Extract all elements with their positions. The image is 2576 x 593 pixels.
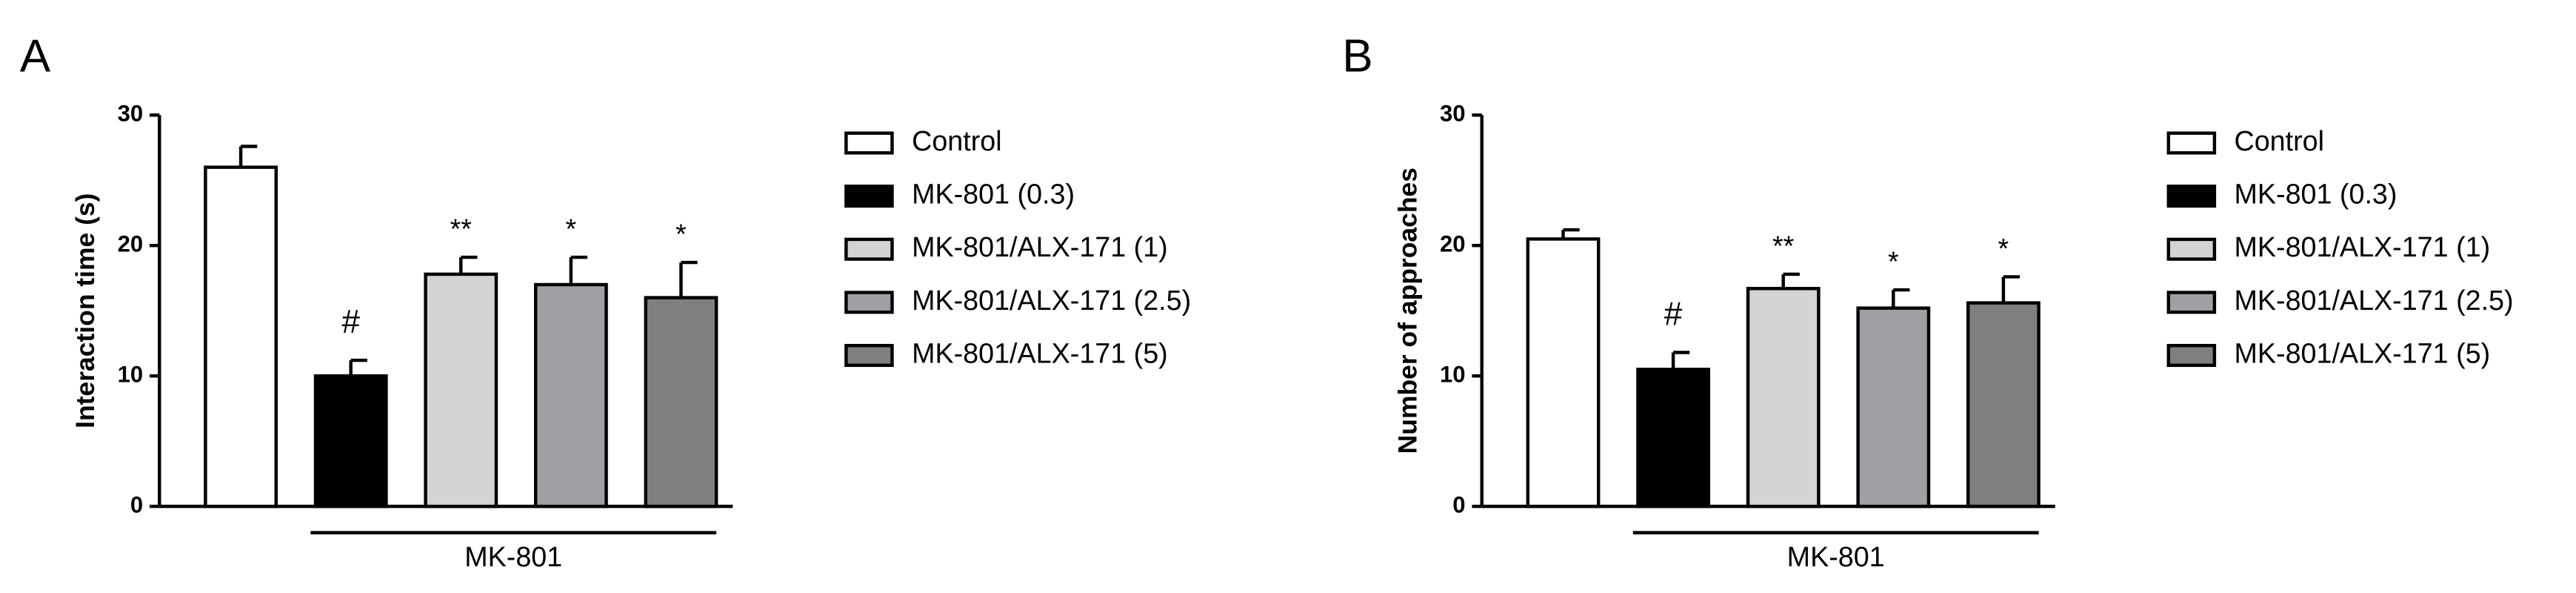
legend-label: MK-801/ALX-171 (2.5) — [912, 285, 1191, 316]
significance-label: # — [341, 304, 360, 340]
legend-swatch — [2166, 131, 2217, 155]
bar — [204, 165, 278, 508]
y-axis-label: Number of approaches — [1393, 168, 1423, 454]
bar — [1856, 306, 1931, 508]
y-tick-label: 20 — [1440, 231, 1466, 256]
y-tick-label: 10 — [118, 361, 144, 387]
legend-label: MK-801/ALX-171 (5) — [2235, 337, 2491, 368]
bar — [533, 282, 608, 508]
legend-swatch — [2166, 237, 2217, 261]
significance-label: * — [566, 213, 577, 245]
panel-label: B — [1342, 30, 1372, 82]
y-tick-label: 0 — [130, 491, 143, 517]
significance-label: # — [1664, 296, 1683, 332]
y-tick-label: 20 — [118, 231, 144, 256]
legend-swatch — [2166, 291, 2217, 314]
legend-swatch — [844, 343, 894, 368]
y-tick-label: 30 — [118, 100, 144, 126]
panel-label: A — [20, 30, 51, 82]
legend-label: MK-801/ALX-171 (1) — [2235, 231, 2491, 262]
bar — [1636, 368, 1711, 508]
legend-label: MK-801 (0.3) — [912, 179, 1075, 210]
legend-label: MK-801/ALX-171 (2.5) — [2235, 285, 2514, 316]
significance-label: ** — [1772, 230, 1795, 261]
bar — [644, 296, 718, 508]
legend-label: Control — [912, 125, 1002, 156]
bar — [1746, 287, 1821, 508]
legend-label: MK-801 (0.3) — [2235, 179, 2398, 210]
legend-swatch — [844, 185, 894, 208]
legend-label: MK-801/ALX-171 (1) — [912, 231, 1168, 262]
legend-swatch — [2166, 185, 2217, 208]
bar — [424, 272, 498, 508]
y-tick-label: 0 — [1452, 491, 1465, 517]
legend-swatch — [844, 237, 894, 261]
significance-label: ** — [450, 213, 473, 245]
bar — [313, 374, 388, 508]
bar — [1966, 301, 2041, 508]
significance-label: * — [1888, 245, 1899, 276]
group-label: MK-801 — [464, 541, 562, 572]
y-tick-label: 30 — [1440, 100, 1466, 126]
y-axis-label: Interaction time (s) — [70, 193, 100, 428]
group-label: MK-801 — [1787, 541, 1885, 572]
legend-swatch — [2166, 343, 2217, 368]
legend-label: MK-801/ALX-171 (5) — [912, 337, 1168, 368]
legend-label: Control — [2235, 125, 2325, 156]
significance-label: * — [1998, 233, 2009, 264]
legend-swatch — [844, 131, 894, 155]
significance-label: * — [675, 219, 687, 250]
legend-swatch — [844, 291, 894, 314]
bar — [1526, 237, 1601, 508]
y-tick-label: 10 — [1440, 361, 1466, 387]
